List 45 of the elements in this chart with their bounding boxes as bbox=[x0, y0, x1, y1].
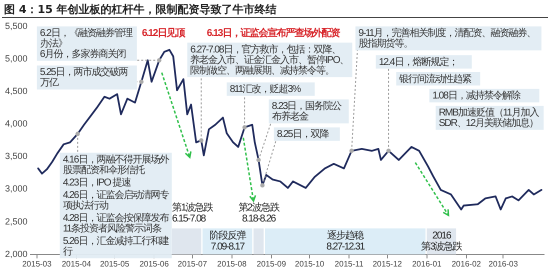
x-tick-label: 2015-09 bbox=[256, 259, 287, 268]
annotation: 6.2日，《融资融券管理办法》 6月份，多家券商关闭 bbox=[40, 27, 133, 60]
annotation: 8.25日，双降 bbox=[276, 128, 330, 140]
annotation: 银行间流动性趋紧 bbox=[398, 72, 472, 85]
band-label: 第1波急跌 6.15-7.08 bbox=[172, 202, 214, 225]
x-tick-label: 2015-03 bbox=[22, 259, 52, 268]
annotation: 9-11月，完善相关制度，清配资、融资融券、股指期货等。 bbox=[358, 27, 536, 50]
x-tick-label: 2015-12 bbox=[372, 259, 403, 268]
annotation: 4.23日，IPO 提速 bbox=[62, 176, 132, 189]
annotation: 6.27-7.08日，官方救市，包括：双降、养老金入市、证金汇金入市、暂停IPO、限制做空、两融展期、减持禁令等。 bbox=[190, 43, 348, 76]
annotation: RMB加速贬值（11月加入SDR、12月美联储加息） bbox=[438, 106, 540, 130]
y-tick-label: 3,000 bbox=[4, 184, 28, 194]
annotation: 4.28日，证监会按保障发布11条投资者风险警示词条 bbox=[62, 212, 170, 235]
annotation: 5.26日，汇金减持工行和建行 bbox=[62, 235, 170, 258]
x-tick-label: 2015-11 bbox=[334, 259, 364, 268]
y-tick-label: 5,000 bbox=[4, 53, 28, 64]
annotation: 6.13日，证监会宣布严查场外配资 bbox=[206, 27, 340, 40]
band-label: 逐步趋稳 8.27-12.31 bbox=[326, 230, 366, 253]
band-label: 2016 第3波急跌 bbox=[421, 230, 463, 253]
annotation: 4.16日，两融不得开展场外股票配资和伞形信托 bbox=[62, 154, 170, 176]
chart-title: 图 4：15 年创业板的杠杆牛，限制配资导致了牛市终结 bbox=[4, 2, 277, 17]
annotation: 5.25日，两市成交破两万亿 bbox=[40, 66, 128, 89]
annotation: 12.4日，熔断规定； bbox=[378, 56, 458, 68]
y-tick-label: 3,500 bbox=[4, 151, 28, 162]
x-tick-label: 2016-02 bbox=[452, 259, 482, 268]
annotation: 4.26日，证监会启动清网专项执法行动 bbox=[62, 189, 170, 212]
x-tick-label: 2015-08 bbox=[217, 259, 248, 268]
x-tick-label: 2016-03 bbox=[488, 259, 518, 268]
band-label: 第2波急跌 8.18-8.26 bbox=[238, 202, 280, 225]
y-tick-label: 2,500 bbox=[4, 216, 28, 226]
x-tick-label: 2015-06 bbox=[139, 259, 170, 268]
y-tick-label: 2,000 bbox=[4, 248, 28, 259]
annotation: 8.23日，国务院公布养老金 bbox=[272, 100, 342, 123]
x-tick-label: 2016-01 bbox=[412, 259, 442, 268]
annotation: 811汇改，贬超3% bbox=[230, 83, 302, 96]
band-label: 阶段反弹 7.09-8.17 bbox=[209, 230, 246, 253]
x-tick-label: 2015-10 bbox=[294, 259, 325, 268]
y-tick-label: 5,500 bbox=[4, 20, 28, 31]
annotation: 1.08日，减持禁令解除 bbox=[432, 90, 521, 102]
x-tick-label: 2015-07 bbox=[178, 259, 208, 268]
x-tick-label: 2015-05 bbox=[100, 259, 130, 268]
y-tick-label: 4,500 bbox=[4, 86, 28, 96]
y-tick-label: 4,000 bbox=[4, 118, 28, 129]
annotation: 6.12日见顶 bbox=[142, 27, 186, 40]
x-tick-label: 2015-04 bbox=[62, 259, 92, 268]
